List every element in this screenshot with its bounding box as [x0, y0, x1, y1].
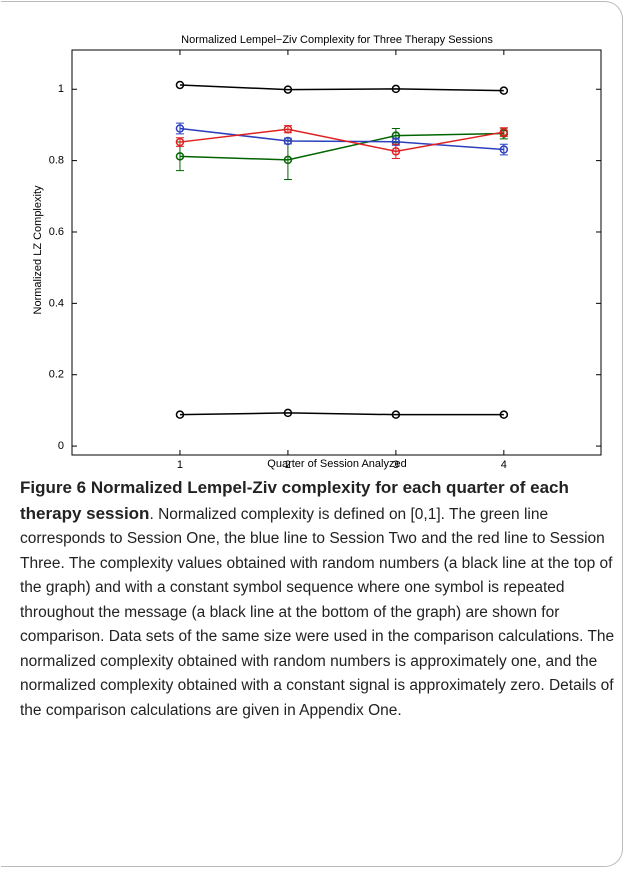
- data-point: [175, 410, 185, 419]
- caption-title: Figure 6 Normalized Lempel-Ziv complexit…: [20, 478, 569, 523]
- chart-title: Normalized Lempel−Ziv Complexity for Thr…: [181, 34, 493, 46]
- y-tick-label: 0: [58, 440, 64, 452]
- data-point: [175, 152, 185, 161]
- data-point: [499, 145, 509, 154]
- caption: Figure 6 Normalized Lempel-Ziv complexit…: [20, 476, 616, 723]
- y-tick-label: 0.2: [49, 369, 64, 381]
- x-tick-label: 4: [501, 459, 507, 470]
- data-point: [391, 410, 401, 419]
- series-line: [179, 127, 504, 151]
- y-axis-label: Normalized LZ Complexity: [32, 185, 44, 314]
- x-axis-label: Quarter of Session Analyzed: [267, 458, 406, 470]
- data-point: [283, 408, 293, 418]
- plot-frame: [71, 49, 602, 456]
- series-line: [179, 128, 504, 153]
- chart: Normalized Lempel−Ziv Complexity for Thr…: [32, 34, 602, 470]
- x-tick-label: 2: [285, 459, 291, 470]
- figure-frame: [1, 1, 623, 867]
- data-point: [499, 127, 509, 137]
- data-point: [283, 136, 293, 146]
- data-point: [175, 80, 185, 90]
- data-point: [283, 155, 293, 165]
- data-point: [175, 124, 185, 133]
- series-line: [179, 132, 504, 161]
- data-point: [175, 137, 185, 147]
- data-point: [391, 147, 401, 156]
- data-point: [391, 84, 401, 94]
- caption-text: . Normalized complexity is defined on [0…: [20, 505, 615, 719]
- data-point: [283, 124, 293, 134]
- y-tick-label: 0.8: [49, 155, 64, 167]
- data-point: [499, 410, 509, 419]
- series-line: [179, 84, 504, 92]
- series-line: [179, 412, 504, 416]
- data-point: [283, 85, 293, 94]
- y-tick-label: 0.4: [49, 297, 64, 309]
- x-tick-label: 3: [393, 459, 399, 470]
- error-bar: [391, 143, 400, 159]
- data-point: [499, 86, 509, 95]
- y-tick-label: 1: [58, 83, 64, 95]
- y-tick-label: 0.6: [49, 226, 64, 238]
- x-tick-label: 1: [177, 459, 183, 470]
